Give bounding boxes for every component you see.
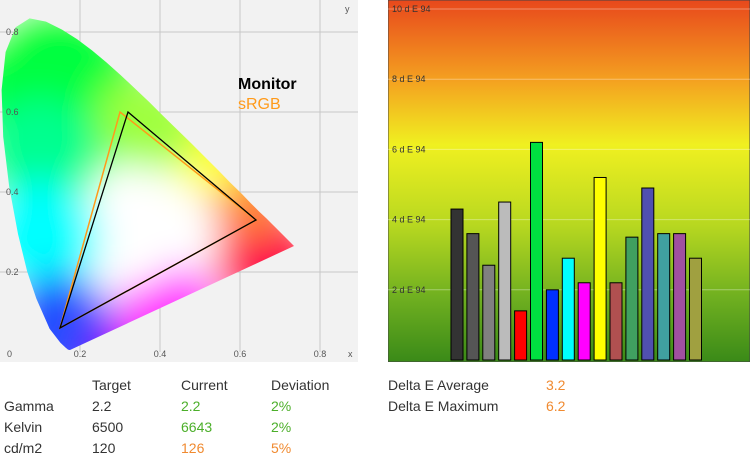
y-tick-label: 0.4: [6, 187, 19, 197]
delta-e-bar: [561, 257, 575, 361]
legend-srgb: sRGB: [238, 96, 281, 113]
y-tick-label: 2 d E 94: [392, 285, 426, 295]
y-axis-label: y: [345, 4, 350, 14]
delta-e-average-label: Delta E Average: [388, 377, 489, 393]
header-deviation: Deviation: [271, 377, 330, 393]
luminance-target: 120: [92, 440, 116, 456]
delta-e-bar-chart: 2 d E 94 4 d E 94 6 d E 94 8 d E 94 10 d E 9…: [388, 0, 750, 362]
y-tick-label: 0.8: [6, 27, 19, 37]
delta-e-bar: [498, 201, 512, 361]
kelvin-target: 6500: [92, 419, 124, 435]
legend-monitor: Monitor: [238, 76, 297, 93]
delta-e-bar: [577, 282, 591, 361]
y-tick-label: 6 d E 94: [392, 144, 426, 154]
gamma-target: 2.2: [92, 398, 112, 414]
y-tick-label: 0.6: [6, 107, 19, 117]
delta-e-bar: [625, 236, 639, 361]
x-tick-label: 0.4: [154, 349, 167, 359]
kelvin-deviation: 2%: [271, 419, 292, 435]
y-tick-label: 8 d E 94: [392, 74, 426, 84]
cie-chromaticity-diagram: 0 0.2 0.4 0.6 0.8 x 0.2 0.4 0.6 0.8 y Monitor sRGB: [0, 0, 358, 362]
delta-e-bar: [545, 289, 559, 361]
gamma-deviation: 2%: [271, 398, 292, 414]
cie-axes: 0 0.2 0.4 0.6 0.8 x 0.2 0.4 0.6 0.8 y: [6, 4, 353, 359]
delta-e-maximum-label: Delta E Maximum: [388, 398, 499, 414]
header-target: Target: [92, 377, 131, 393]
delta-e-bar: [657, 233, 671, 361]
row-label-luminance: cd/m2: [4, 440, 43, 456]
monitor-triangle: [58, 110, 258, 330]
delta-e-bar: [673, 233, 687, 361]
luminance-current: 126: [181, 440, 205, 456]
x-tick-label: 0.8: [314, 349, 327, 359]
row-label-gamma: Gamma: [4, 398, 54, 414]
delta-e-bar: [482, 264, 496, 361]
x-axis-label: x: [348, 349, 353, 359]
x-tick-label: 0.6: [234, 349, 247, 359]
kelvin-current: 6643: [181, 419, 213, 435]
header-current: Current: [181, 377, 228, 393]
delta-e-bar: [530, 141, 543, 361]
gamut-triangles: [58, 110, 258, 330]
delta-e-bar: [514, 310, 528, 361]
x-tick-label: 0.2: [74, 349, 87, 359]
gamma-current: 2.2: [181, 398, 201, 414]
x-tick-label: 0: [7, 349, 12, 359]
delta-e-bar: [593, 176, 607, 361]
delta-e-bar: [450, 208, 464, 361]
luminance-deviation: 5%: [271, 440, 292, 456]
delta-e-bar: [641, 187, 655, 361]
y-tick-label: 4 d E 94: [392, 215, 426, 225]
delta-e-bar: [689, 257, 702, 361]
delta-e-average-value: 3.2: [546, 377, 566, 393]
delta-e-maximum-value: 6.2: [546, 398, 566, 414]
y-tick-label: 10 d E 94: [392, 4, 431, 14]
row-label-kelvin: Kelvin: [4, 419, 43, 435]
delta-e-bar: [466, 233, 480, 361]
chart-gridlines: 2 d E 94 4 d E 94 6 d E 94 8 d E 94 10 d E 9…: [388, 4, 750, 295]
delta-e-bar: [609, 282, 623, 361]
y-tick-label: 0.2: [6, 267, 19, 277]
chart-bars: [450, 141, 702, 361]
